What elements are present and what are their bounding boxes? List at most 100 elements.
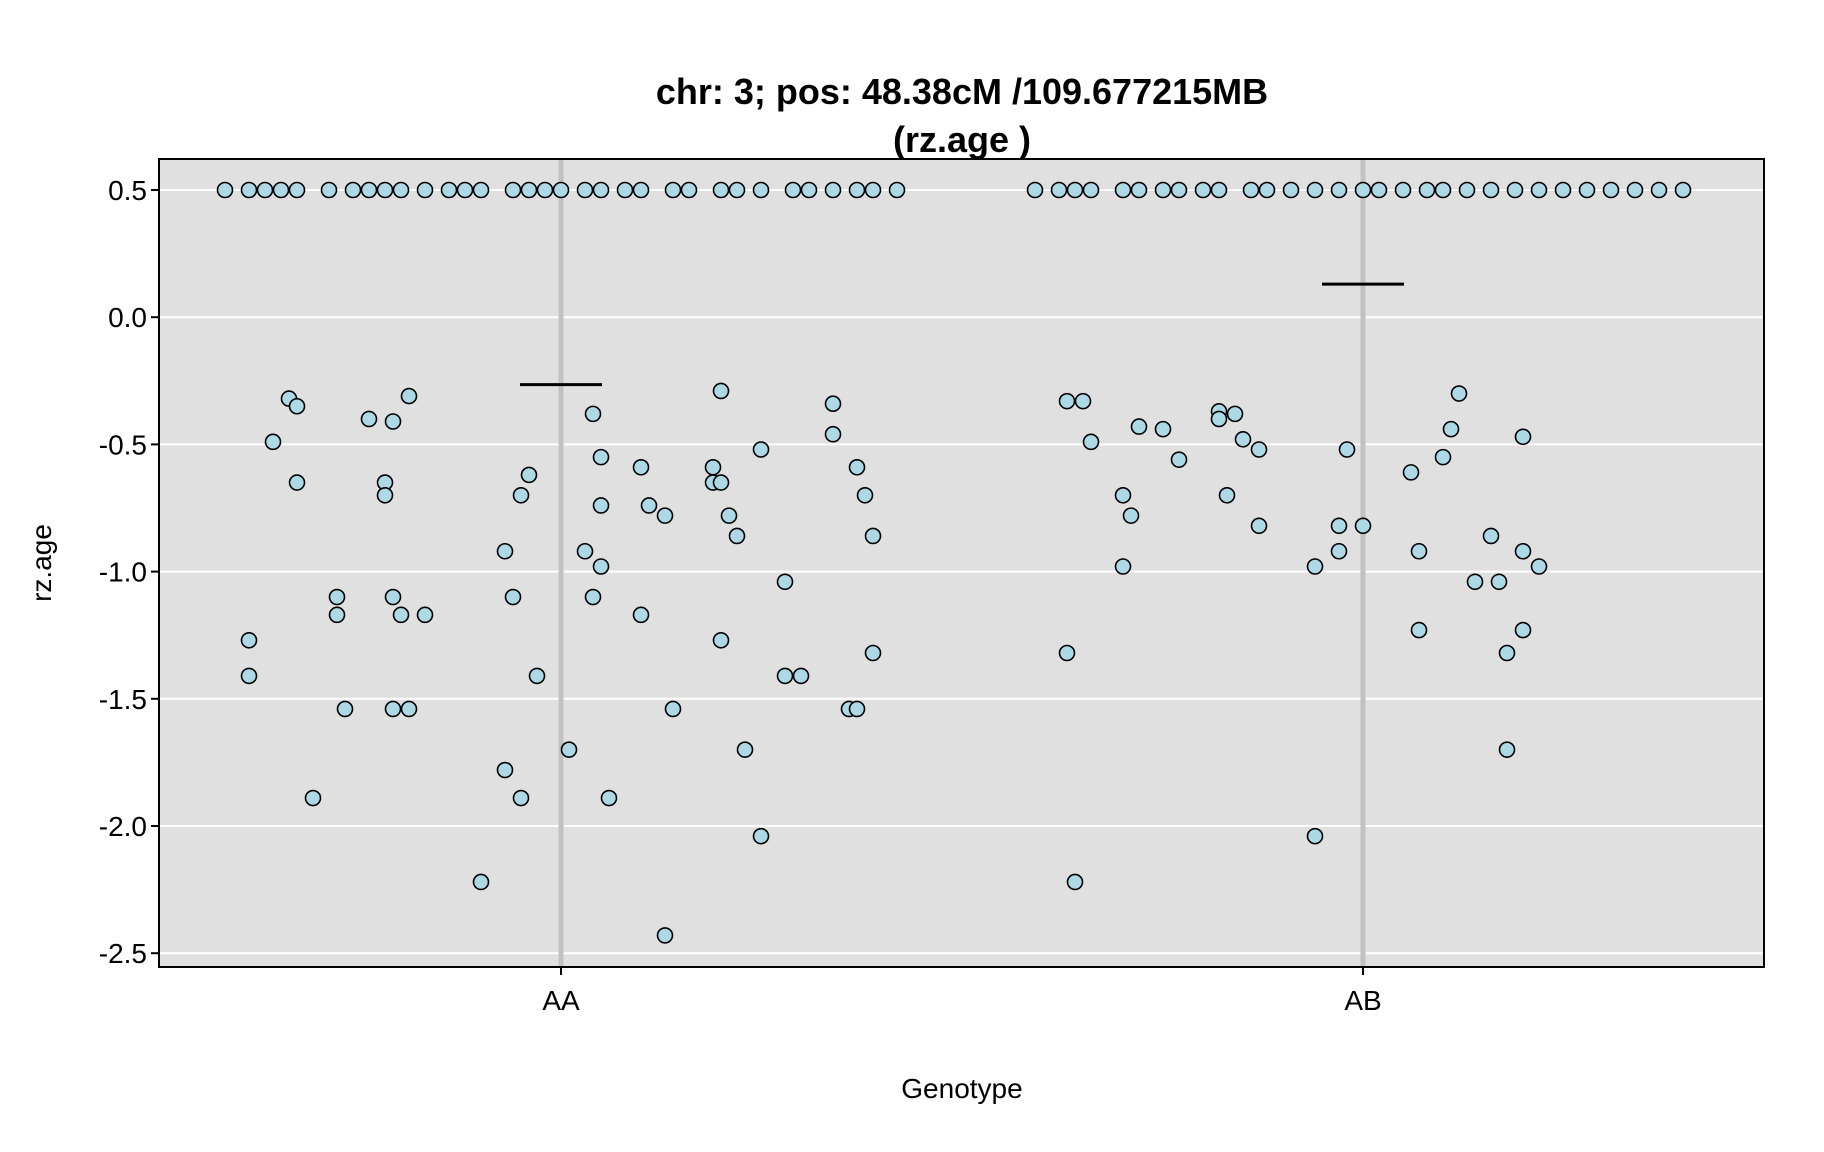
data-point xyxy=(504,588,522,606)
data-point xyxy=(456,181,474,199)
y-tick-label: -1.5 xyxy=(99,684,147,715)
data-point xyxy=(528,667,546,685)
y-tick-label: -0.5 xyxy=(99,429,147,460)
data-point xyxy=(1418,181,1436,199)
data-point xyxy=(1498,644,1516,662)
data-point xyxy=(712,181,730,199)
data-point xyxy=(776,667,794,685)
data-point xyxy=(1114,181,1132,199)
data-point xyxy=(328,588,346,606)
data-point xyxy=(376,181,394,199)
data-point xyxy=(1082,181,1100,199)
data-point xyxy=(560,741,578,758)
data-point xyxy=(360,181,378,199)
data-point xyxy=(632,181,650,199)
data-point xyxy=(752,827,770,845)
data-point xyxy=(328,606,346,624)
data-point xyxy=(1050,181,1068,199)
data-point xyxy=(736,741,754,758)
data-point xyxy=(496,761,514,779)
grid-lines xyxy=(159,189,1764,955)
data-point xyxy=(1074,392,1092,410)
data-point xyxy=(656,927,674,944)
data-point xyxy=(752,441,770,458)
data-point xyxy=(792,667,810,685)
data-point xyxy=(1490,573,1508,591)
data-point xyxy=(592,497,610,514)
data-point xyxy=(728,181,746,199)
data-point xyxy=(616,181,634,199)
plot-panel xyxy=(159,159,1764,967)
data-point xyxy=(1506,181,1524,199)
data-point xyxy=(1330,517,1348,535)
data-point xyxy=(504,181,522,199)
data-point xyxy=(600,789,618,807)
data-point xyxy=(520,181,538,199)
data-point xyxy=(1306,181,1324,199)
data-point xyxy=(1122,507,1140,524)
data-point xyxy=(592,181,610,199)
data-point xyxy=(1514,428,1532,446)
data-point xyxy=(1170,181,1188,199)
data-point xyxy=(1114,558,1132,575)
y-axis-label: rz.age xyxy=(26,524,57,602)
data-point xyxy=(1434,181,1452,199)
data-point xyxy=(1250,517,1268,535)
data-point xyxy=(680,181,698,199)
data-point xyxy=(1370,181,1388,199)
data-point xyxy=(1354,517,1372,535)
data-point xyxy=(1082,433,1100,451)
data-point xyxy=(344,181,362,199)
data-point xyxy=(1626,181,1644,199)
data-point xyxy=(552,181,570,199)
data-point xyxy=(1026,181,1044,199)
data-point xyxy=(1354,181,1372,199)
data-point xyxy=(640,497,658,514)
data-point xyxy=(632,606,650,624)
data-points xyxy=(216,181,1692,944)
data-point xyxy=(1058,392,1076,410)
data-point xyxy=(496,542,514,560)
data-point xyxy=(1306,827,1324,845)
category-lines xyxy=(558,159,1366,967)
data-point xyxy=(632,458,650,476)
data-point xyxy=(240,667,258,685)
data-point xyxy=(776,573,794,591)
data-point xyxy=(848,700,866,718)
data-point xyxy=(1602,181,1620,199)
data-point xyxy=(1482,527,1500,545)
data-point xyxy=(384,588,402,606)
data-point xyxy=(864,644,882,662)
x-axis-ticks: AA AB xyxy=(542,967,1382,1016)
data-point xyxy=(1130,418,1148,435)
data-point xyxy=(1554,181,1572,199)
y-axis-ticks: 0.5 0.0 -0.5 -1.0 -1.5 -2.0 -2.5 xyxy=(99,175,159,969)
chart-title-line1: chr: 3; pos: 48.38cM /109.677215MB xyxy=(656,71,1268,112)
data-point xyxy=(864,527,882,545)
data-point xyxy=(472,181,490,199)
data-point xyxy=(1130,181,1148,199)
data-point xyxy=(752,181,770,199)
data-point xyxy=(848,458,866,476)
data-point xyxy=(1066,181,1084,199)
data-point xyxy=(824,181,842,199)
x-tick-label: AA xyxy=(542,985,580,1016)
chart-title-line2: (rz.age ) xyxy=(893,119,1031,160)
data-point xyxy=(712,474,730,491)
plot-border xyxy=(158,158,1765,968)
data-point xyxy=(536,181,554,199)
data-point xyxy=(824,395,842,412)
data-point xyxy=(256,181,274,199)
data-point xyxy=(1458,181,1476,199)
data-point xyxy=(592,558,610,575)
data-point xyxy=(1330,181,1348,199)
data-point xyxy=(664,181,682,199)
data-point xyxy=(272,181,290,199)
data-point xyxy=(1530,558,1548,575)
data-point xyxy=(656,507,674,524)
data-point xyxy=(216,181,234,199)
data-point xyxy=(1402,464,1420,481)
data-point xyxy=(512,789,530,807)
data-point xyxy=(520,466,538,484)
